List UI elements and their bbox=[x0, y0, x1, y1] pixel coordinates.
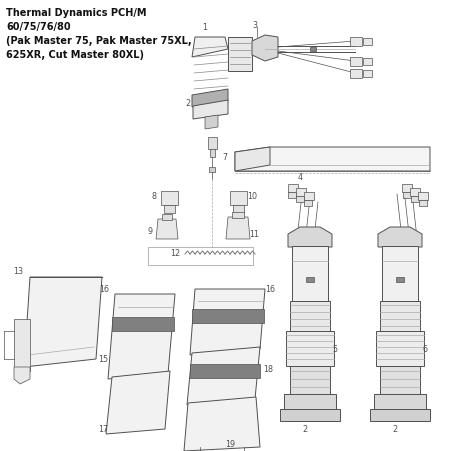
Bar bbox=[362, 71, 371, 78]
Bar bbox=[161, 192, 178, 206]
Bar bbox=[349, 70, 361, 79]
Bar bbox=[161, 215, 172, 221]
Bar bbox=[290, 301, 329, 331]
Polygon shape bbox=[235, 147, 269, 172]
Polygon shape bbox=[108, 295, 175, 379]
Text: 1: 1 bbox=[202, 23, 207, 32]
Text: 2: 2 bbox=[302, 424, 307, 433]
Bar bbox=[417, 193, 427, 201]
Text: 12: 12 bbox=[170, 249, 179, 258]
Bar bbox=[189, 364, 259, 378]
Polygon shape bbox=[377, 227, 421, 248]
Text: 3: 3 bbox=[252, 22, 257, 30]
Bar bbox=[304, 201, 311, 207]
Text: 19: 19 bbox=[225, 440, 235, 448]
Bar bbox=[283, 394, 335, 412]
Bar bbox=[210, 150, 215, 158]
Bar bbox=[231, 212, 244, 219]
Bar bbox=[287, 193, 295, 198]
Polygon shape bbox=[106, 371, 170, 434]
Polygon shape bbox=[184, 397, 259, 451]
Text: 16: 16 bbox=[264, 285, 274, 294]
Bar bbox=[295, 189, 305, 197]
Bar bbox=[375, 331, 423, 366]
Text: 11: 11 bbox=[249, 230, 258, 239]
Polygon shape bbox=[156, 220, 178, 239]
Text: 2: 2 bbox=[391, 424, 397, 433]
Polygon shape bbox=[14, 367, 30, 384]
Polygon shape bbox=[226, 217, 249, 239]
Bar bbox=[287, 184, 297, 193]
Polygon shape bbox=[193, 101, 227, 120]
Bar bbox=[285, 331, 333, 366]
Polygon shape bbox=[189, 290, 264, 355]
Text: 2: 2 bbox=[185, 99, 190, 108]
Bar bbox=[373, 394, 425, 412]
Bar bbox=[309, 48, 315, 52]
Bar bbox=[290, 366, 329, 394]
Bar bbox=[379, 366, 419, 394]
Bar bbox=[304, 193, 313, 201]
Text: 17: 17 bbox=[98, 424, 108, 433]
Text: 18: 18 bbox=[262, 365, 272, 374]
Bar bbox=[362, 59, 371, 66]
Text: 8: 8 bbox=[151, 192, 156, 201]
Text: Thermal Dynamics PCH/M
60/75/76/80
(Pak Master 75, Pak Master 75XL,
625XR, Cut M: Thermal Dynamics PCH/M 60/75/76/80 (Pak … bbox=[6, 8, 191, 60]
Bar bbox=[369, 409, 429, 421]
Polygon shape bbox=[24, 277, 102, 367]
Text: 4: 4 bbox=[297, 173, 302, 182]
Polygon shape bbox=[205, 116, 217, 130]
Bar bbox=[381, 246, 417, 301]
Bar bbox=[279, 409, 339, 421]
Bar bbox=[208, 168, 215, 173]
Bar bbox=[192, 309, 263, 323]
Text: 10: 10 bbox=[246, 192, 257, 201]
Text: 9: 9 bbox=[147, 227, 152, 236]
Polygon shape bbox=[287, 227, 331, 248]
Text: 13: 13 bbox=[13, 267, 23, 276]
Bar bbox=[305, 277, 313, 282]
Bar bbox=[379, 301, 419, 331]
Polygon shape bbox=[192, 90, 227, 108]
Bar bbox=[410, 197, 418, 202]
Bar bbox=[230, 192, 246, 206]
Bar bbox=[147, 248, 253, 265]
Bar bbox=[395, 277, 403, 282]
Bar bbox=[291, 246, 327, 301]
Polygon shape bbox=[252, 36, 277, 62]
Bar bbox=[295, 197, 304, 202]
Text: 15: 15 bbox=[98, 355, 108, 364]
Bar bbox=[349, 58, 361, 67]
Bar bbox=[418, 201, 426, 207]
Polygon shape bbox=[187, 347, 259, 405]
Bar bbox=[362, 39, 371, 46]
Bar bbox=[232, 206, 244, 213]
Bar bbox=[207, 138, 216, 150]
Text: 7: 7 bbox=[222, 153, 227, 162]
Bar bbox=[401, 184, 411, 193]
Polygon shape bbox=[235, 147, 429, 172]
Bar bbox=[349, 38, 361, 47]
Bar bbox=[164, 206, 175, 213]
Polygon shape bbox=[192, 38, 227, 58]
Text: 6: 6 bbox=[422, 345, 427, 354]
Text: 16: 16 bbox=[99, 285, 109, 294]
Text: 5: 5 bbox=[331, 345, 337, 354]
Bar bbox=[112, 318, 174, 331]
Polygon shape bbox=[227, 38, 252, 72]
Bar bbox=[409, 189, 419, 197]
Bar bbox=[402, 193, 410, 198]
Polygon shape bbox=[14, 319, 30, 371]
